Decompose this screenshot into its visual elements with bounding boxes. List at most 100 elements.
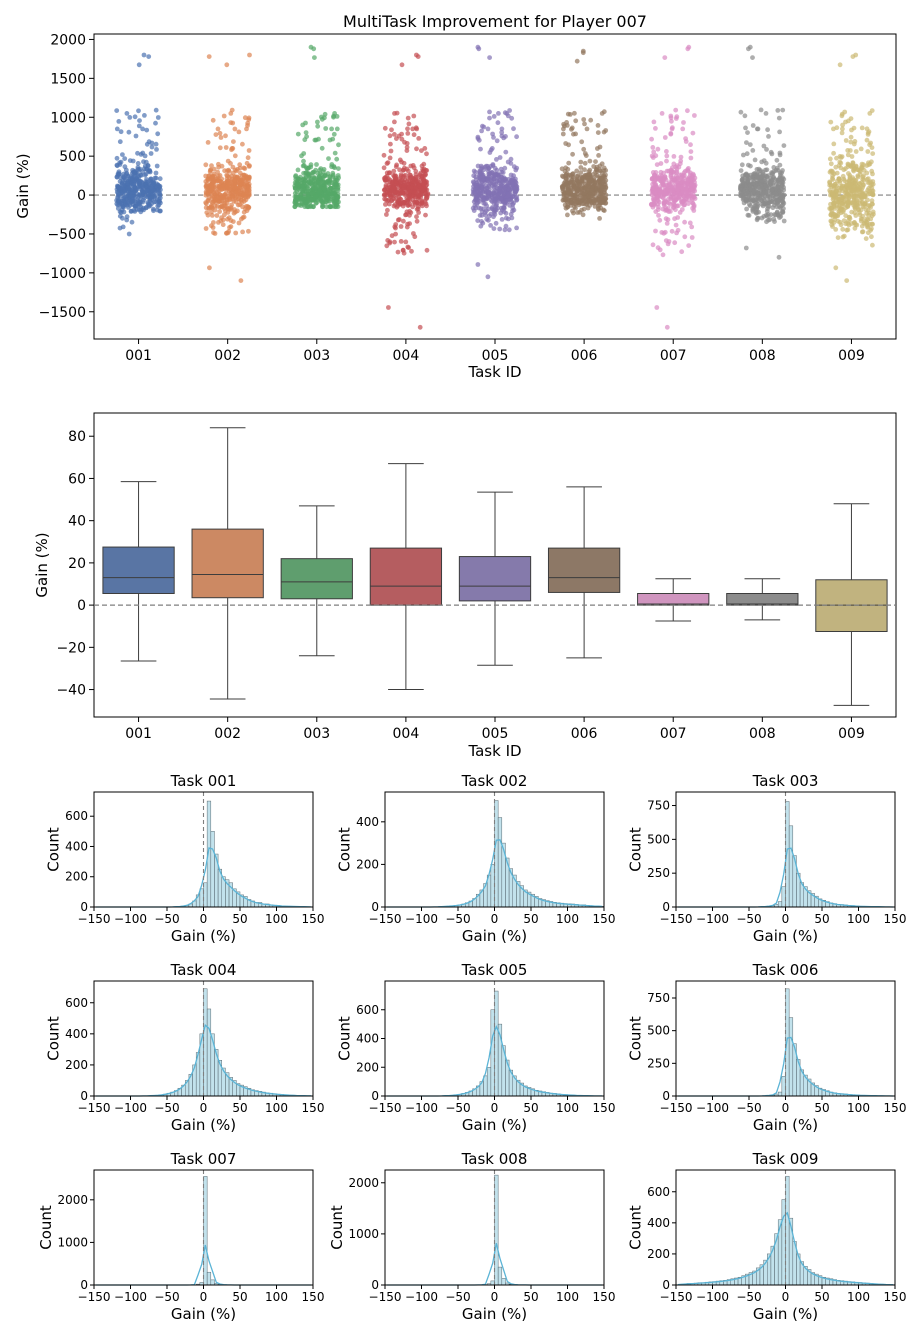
strip-point bbox=[224, 62, 230, 68]
strip-point bbox=[657, 247, 663, 253]
strip-point bbox=[131, 170, 137, 176]
histogram-y-tick-label: 200 bbox=[356, 857, 379, 871]
strip-point bbox=[240, 229, 246, 235]
strip-point bbox=[226, 181, 232, 187]
strip-point bbox=[142, 113, 147, 118]
strip-point bbox=[780, 175, 785, 181]
strip-point bbox=[487, 55, 492, 60]
strip-point bbox=[833, 265, 839, 271]
strip-point bbox=[473, 185, 479, 191]
strip-point bbox=[838, 165, 844, 171]
strip-point bbox=[850, 54, 856, 59]
strip-point bbox=[405, 126, 410, 132]
strip-y-tick-label: −1500 bbox=[39, 305, 86, 321]
strip-point bbox=[587, 179, 593, 184]
strip-point bbox=[581, 146, 587, 152]
strip-point bbox=[419, 148, 424, 154]
strip-point bbox=[580, 50, 586, 56]
histogram-title: Task 007 bbox=[170, 1150, 237, 1168]
strip-point bbox=[484, 216, 490, 222]
strip-point bbox=[780, 193, 786, 199]
strip-point bbox=[505, 159, 511, 165]
strip-point bbox=[473, 177, 479, 183]
strip-point bbox=[657, 187, 663, 193]
strip-point bbox=[511, 173, 516, 179]
strip-point bbox=[486, 182, 492, 187]
strip-point bbox=[828, 161, 834, 167]
strip-point bbox=[245, 120, 251, 126]
strip-point bbox=[228, 120, 234, 125]
strip-point bbox=[115, 190, 121, 196]
strip-point bbox=[590, 193, 596, 199]
strip-point bbox=[831, 141, 837, 147]
strip-point bbox=[494, 167, 500, 173]
box-007 bbox=[637, 578, 710, 622]
strip-point bbox=[658, 169, 664, 175]
strip-point bbox=[206, 195, 212, 201]
strip-point bbox=[213, 197, 219, 203]
strip-point bbox=[228, 111, 234, 116]
strip-point bbox=[223, 133, 228, 139]
strip-point bbox=[237, 202, 243, 208]
strip-point bbox=[511, 200, 516, 206]
strip-point bbox=[844, 278, 850, 283]
strip-point bbox=[317, 185, 323, 191]
strip-point bbox=[775, 178, 781, 183]
strip-point bbox=[115, 206, 121, 211]
strip-point bbox=[768, 212, 774, 218]
strip-point bbox=[118, 129, 124, 135]
box-iqr-rect bbox=[191, 528, 264, 599]
histogram-bar bbox=[210, 1279, 215, 1286]
box-x-tick-label: 001 bbox=[125, 726, 152, 742]
strip-point bbox=[330, 194, 336, 200]
strip-point bbox=[765, 188, 771, 194]
histogram-x-tick-label: −100 bbox=[696, 912, 729, 926]
strip-point bbox=[136, 178, 141, 184]
strip-point bbox=[594, 169, 600, 175]
strip-point bbox=[383, 202, 388, 207]
strip-point bbox=[477, 213, 483, 218]
histogram-y-tick-label: 500 bbox=[647, 832, 670, 846]
strip-point bbox=[310, 204, 316, 210]
strip-point bbox=[478, 206, 484, 211]
strip-point bbox=[405, 181, 411, 187]
strip-point bbox=[688, 155, 694, 161]
histogram-bar bbox=[788, 825, 794, 908]
strip-point bbox=[596, 153, 601, 158]
strip-point bbox=[140, 189, 146, 195]
strip-point bbox=[154, 196, 160, 202]
box-iqr-rect bbox=[547, 547, 621, 593]
histogram-x-tick-label: −50 bbox=[445, 1290, 470, 1304]
strip-point bbox=[668, 174, 674, 179]
strip-point bbox=[135, 150, 140, 156]
strip-point bbox=[844, 183, 849, 189]
box-x-tick-label: 004 bbox=[393, 726, 420, 742]
strip-point bbox=[413, 174, 419, 180]
strip-point bbox=[321, 167, 327, 172]
strip-point bbox=[682, 234, 688, 240]
strip-point bbox=[393, 164, 399, 170]
strip-point bbox=[300, 188, 306, 194]
strip-point bbox=[247, 163, 252, 169]
strip-point bbox=[153, 107, 159, 113]
strip-point bbox=[587, 167, 593, 173]
strip-point bbox=[114, 108, 120, 113]
strip-point bbox=[137, 202, 143, 208]
strip-x-tick-label: 004 bbox=[393, 348, 420, 364]
strip-y-tick-label: 500 bbox=[59, 149, 86, 165]
strip-point bbox=[398, 224, 404, 229]
strip-point bbox=[315, 119, 320, 125]
strip-point bbox=[217, 130, 223, 136]
strip-point bbox=[570, 171, 576, 177]
strip-point bbox=[148, 151, 154, 156]
strip-point bbox=[131, 198, 137, 204]
strip-point bbox=[301, 158, 306, 164]
strip-point bbox=[122, 194, 128, 200]
strip-point bbox=[125, 186, 131, 192]
strip-point bbox=[763, 111, 769, 116]
strip-point bbox=[414, 199, 420, 205]
strip-point bbox=[501, 135, 507, 141]
strip-point bbox=[514, 194, 520, 200]
strip-point bbox=[749, 189, 755, 195]
